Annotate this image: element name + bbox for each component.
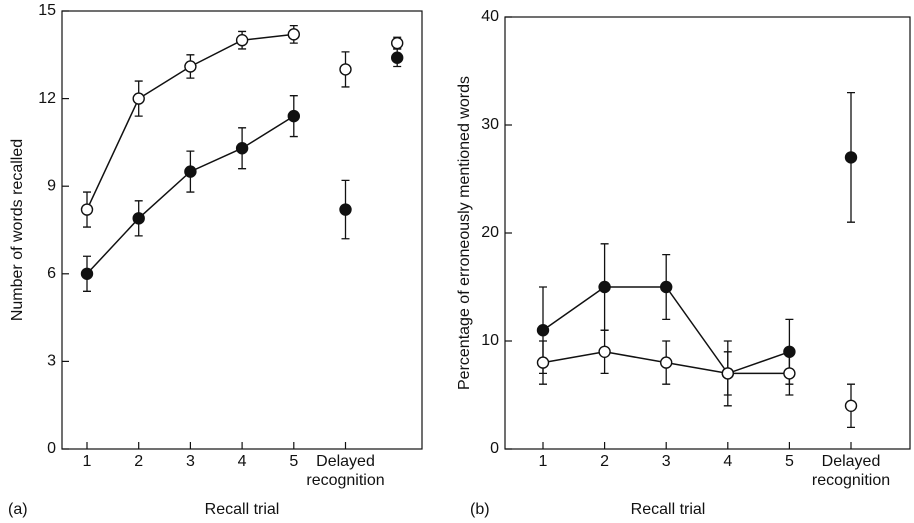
marker bbox=[783, 367, 796, 380]
marker bbox=[783, 345, 796, 358]
marker bbox=[339, 63, 352, 76]
y-tick-label: 0 bbox=[490, 440, 499, 457]
marker bbox=[536, 324, 550, 337]
x-tick-label-box: 5 bbox=[784, 453, 794, 470]
x-axis-label: Recall trial bbox=[631, 501, 706, 518]
x-tick-label-box: 3 bbox=[185, 453, 195, 470]
x-tick-label: 3 bbox=[185, 453, 195, 470]
y-tick-label: 10 bbox=[481, 332, 499, 349]
x-tick-label: 4 bbox=[237, 453, 247, 470]
marker bbox=[287, 109, 300, 123]
x-tick-label-box: 3 bbox=[661, 453, 671, 470]
x-tick-label-box: 1 bbox=[82, 453, 92, 470]
marker bbox=[391, 36, 404, 50]
marker bbox=[184, 165, 197, 178]
marker bbox=[80, 203, 94, 216]
y-tick-label: 6 bbox=[47, 265, 56, 282]
x-tick-label: Delayed recognition bbox=[306, 453, 385, 489]
x-tick-label: 5 bbox=[784, 453, 794, 470]
y-tick-label: 15 bbox=[38, 2, 56, 19]
series-line bbox=[86, 115, 295, 275]
x-tick-label-box: 4 bbox=[723, 453, 733, 470]
x-axis-label: Recall trial bbox=[205, 501, 280, 518]
y-axis-label: Percentage of erroneously mentioned word… bbox=[456, 76, 473, 390]
plot-frame bbox=[61, 10, 423, 450]
x-tick-label: 4 bbox=[723, 453, 733, 470]
marker bbox=[536, 356, 550, 369]
marker bbox=[339, 203, 352, 216]
y-tick-label: 40 bbox=[481, 8, 499, 25]
x-tick-label-box: Delayed recognition bbox=[306, 453, 385, 489]
marker bbox=[598, 280, 611, 294]
marker bbox=[287, 28, 300, 41]
panel-label: (b) bbox=[470, 501, 490, 518]
marker bbox=[721, 367, 734, 380]
marker bbox=[132, 92, 145, 105]
y-axis-label: Number of words recalled bbox=[9, 139, 26, 321]
x-tick-label-box: 5 bbox=[289, 453, 299, 470]
x-tick-label-box: Delayed recognition bbox=[811, 453, 891, 489]
x-tick-label-box: 1 bbox=[538, 453, 548, 470]
x-tick-label-box: 2 bbox=[134, 453, 144, 470]
marker bbox=[598, 345, 611, 358]
x-tick-label-box: 2 bbox=[600, 453, 610, 470]
x-tick-label: 1 bbox=[538, 453, 548, 470]
x-tick-label: 2 bbox=[600, 453, 610, 470]
marker bbox=[844, 399, 858, 412]
marker bbox=[660, 356, 673, 369]
marker bbox=[235, 142, 249, 155]
y-tick-label: 9 bbox=[47, 177, 56, 194]
y-tick-label: 20 bbox=[481, 224, 499, 241]
x-tick-label: 3 bbox=[661, 453, 671, 470]
marker bbox=[184, 60, 197, 73]
x-tick-label-box: 4 bbox=[237, 453, 247, 470]
y-tick-label: 0 bbox=[47, 440, 56, 457]
panel-label: (a) bbox=[8, 501, 28, 518]
x-tick-label: 5 bbox=[289, 453, 299, 470]
marker bbox=[844, 151, 858, 164]
marker bbox=[391, 51, 404, 64]
marker bbox=[235, 34, 249, 47]
y-tick-label: 12 bbox=[38, 90, 56, 107]
x-tick-label: Delayed recognition bbox=[811, 453, 891, 489]
x-tick-label: 1 bbox=[82, 453, 92, 470]
x-tick-label: 2 bbox=[134, 453, 144, 470]
marker bbox=[660, 280, 673, 294]
y-tick-label: 3 bbox=[47, 353, 56, 370]
marker bbox=[132, 212, 145, 225]
marker bbox=[80, 267, 94, 280]
y-tick-label: 30 bbox=[481, 116, 499, 133]
